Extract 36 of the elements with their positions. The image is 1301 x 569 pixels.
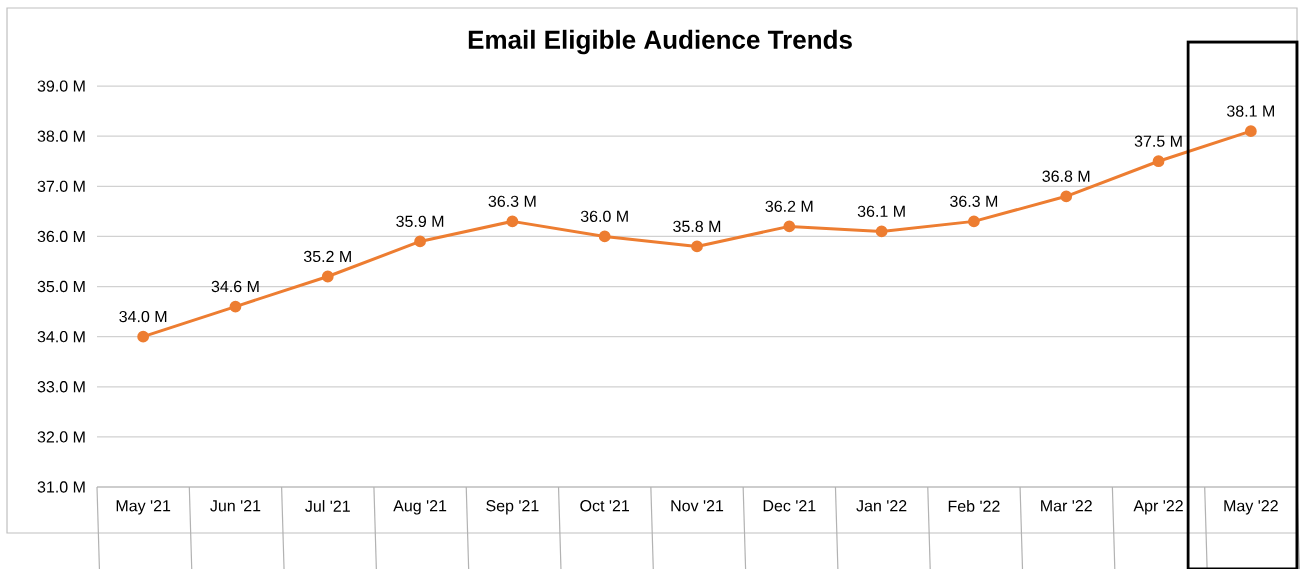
y-tick-label: 33.0 M xyxy=(37,381,85,393)
x-tick-label: Mar '22 xyxy=(1041,500,1092,512)
x-tick-label: Aug '21 xyxy=(393,500,447,515)
y-tick-label: 34.0 M xyxy=(37,330,85,343)
data-label: 36.1 M xyxy=(857,205,905,217)
x-tick-label: Jan '22 xyxy=(856,500,907,512)
data-label: 35.2 M xyxy=(303,250,351,263)
y-tick-label: 32.0 M xyxy=(37,431,85,443)
data-label: 36.0 M xyxy=(580,210,628,223)
x-tick-label: May '22 xyxy=(1224,500,1278,515)
x-tick-label: Oct '21 xyxy=(580,500,630,512)
data-label: 35.9 M xyxy=(396,215,444,228)
data-label: 36.3 M xyxy=(488,195,536,207)
data-label: 36.8 M xyxy=(1042,170,1090,182)
x-tick-label: Jul '21 xyxy=(305,500,350,512)
data-label: 36.2 M xyxy=(765,200,813,212)
x-tick-label: Apr '22 xyxy=(1133,500,1183,515)
x-tick-label: Feb '22 xyxy=(948,500,1000,512)
y-tick-label: 37.0 M xyxy=(37,180,85,192)
y-tick-label: 35.0 M xyxy=(37,280,85,293)
chart-title: Email Eligible Audience Trends xyxy=(468,29,852,55)
x-tick-label: Nov '21 xyxy=(671,500,724,512)
data-label: 38.1 M xyxy=(1226,105,1274,117)
data-label: 34.6 M xyxy=(211,280,259,293)
data-label: 35.8 M xyxy=(673,220,721,233)
x-tick-label: Dec '21 xyxy=(763,500,816,512)
data-label: 36.3 M xyxy=(950,195,998,207)
y-tick-label: 38.0 M xyxy=(37,130,85,142)
x-tick-label: Sep '21 xyxy=(486,500,539,515)
x-tick-label: May '21 xyxy=(116,500,171,515)
data-label: 34.0 M xyxy=(119,310,167,323)
y-tick-label: 31.0 M xyxy=(37,481,85,493)
y-tick-label: 39.0 M xyxy=(37,80,85,92)
data-label: 37.5 M xyxy=(1134,135,1182,147)
x-tick-label: Jun '21 xyxy=(210,500,261,512)
y-tick-label: 36.0 M xyxy=(37,230,85,243)
